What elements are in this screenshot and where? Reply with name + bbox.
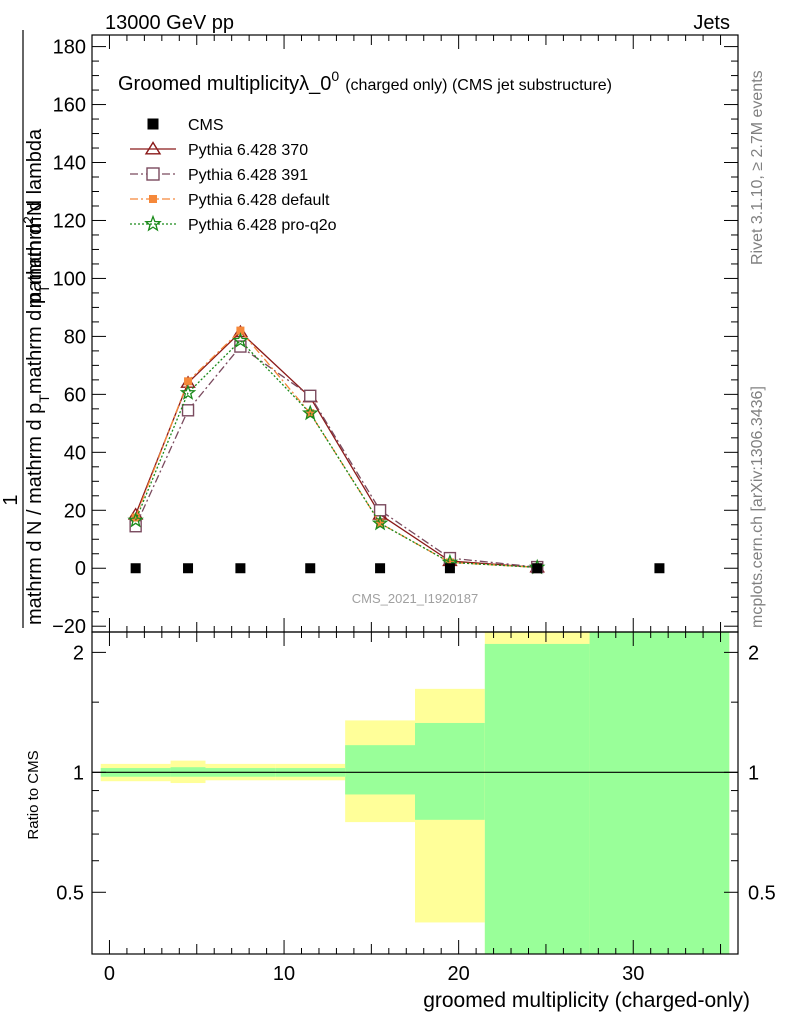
data-point bbox=[232, 332, 249, 348]
ratio-bands bbox=[92, 632, 738, 954]
x-tick-label: 20 bbox=[448, 963, 470, 985]
series-4 bbox=[127, 332, 546, 575]
legend-label: Pythia 6.428 pro-q2o bbox=[188, 217, 337, 234]
legend-entry-2: Pythia 6.428 391 bbox=[130, 167, 308, 184]
ratio-band-inner-7 bbox=[589, 632, 730, 954]
ratio-y-tick-label: 2 bbox=[73, 642, 84, 664]
data-point bbox=[236, 326, 245, 335]
data-point bbox=[301, 404, 319, 421]
legend-label: CMS bbox=[188, 117, 224, 134]
data-point bbox=[305, 563, 316, 574]
legend-entry-1: Pythia 6.428 370 bbox=[130, 141, 308, 159]
data-point bbox=[184, 377, 193, 386]
ratio-y-tick-label: 0.5 bbox=[56, 882, 84, 904]
legend-label: Pythia 6.428 370 bbox=[188, 142, 308, 159]
y-tick-label: 180 bbox=[53, 37, 86, 59]
ratio-band-inner-4 bbox=[345, 745, 415, 795]
data-point bbox=[183, 563, 194, 574]
ratio-y-tick-label: 1 bbox=[73, 762, 84, 784]
series-3 bbox=[131, 326, 542, 572]
header-right: Jets bbox=[693, 12, 730, 34]
watermark: CMS_2021_I1920187 bbox=[352, 591, 479, 606]
data-point bbox=[376, 519, 385, 528]
series-layer bbox=[127, 324, 665, 575]
legend-label: Pythia 6.428 default bbox=[188, 192, 330, 209]
ratio-band-inner-5 bbox=[415, 722, 485, 820]
data-point bbox=[179, 384, 197, 400]
chart-title: Groomed multiplicityλ_00(charged only) (… bbox=[118, 68, 612, 95]
legend-label: Pythia 6.428 391 bbox=[188, 167, 308, 184]
data-point bbox=[131, 513, 140, 522]
y-tick-label: 20 bbox=[64, 500, 86, 522]
y-tick-label: 60 bbox=[64, 384, 86, 406]
x-axis-label: groomed multiplicity (charged-only) bbox=[423, 989, 750, 1012]
ylabel-fraction-top: mathrm d2N bbox=[20, 202, 46, 309]
rivet-label: Rivet 3.1.10, ≥ 2.7M events bbox=[749, 70, 766, 265]
legend-entry-0: CMS bbox=[147, 117, 224, 134]
ratio-band-inner-6 bbox=[484, 643, 590, 954]
legend: CMS Pythia 6.428 370 Pythia 6.428 391 Pythi… bbox=[130, 117, 337, 234]
y-tick-label: 120 bbox=[53, 210, 86, 232]
y-tick-label: 40 bbox=[64, 442, 86, 464]
legend-marker bbox=[149, 195, 157, 203]
data-point bbox=[375, 563, 386, 574]
data-point bbox=[445, 558, 454, 567]
main-axes: −20 0 20 40 60 80 100 120 140 160 180 bbox=[52, 35, 738, 638]
series-1 bbox=[127, 324, 545, 573]
data-point bbox=[127, 511, 144, 528]
y-tick-label: 0 bbox=[75, 558, 86, 580]
y-tick-label: 160 bbox=[53, 95, 86, 117]
series-2 bbox=[129, 340, 544, 574]
ratio-y-tick-label-right: 1 bbox=[748, 762, 759, 784]
series-line-1 bbox=[134, 331, 538, 569]
y-tick-label: 80 bbox=[64, 326, 86, 348]
legend-marker bbox=[144, 141, 162, 155]
data-point bbox=[373, 504, 387, 517]
ylabel-one: 1 bbox=[0, 494, 22, 505]
ratio-y-tick-label-right: 2 bbox=[748, 642, 759, 664]
y-axis-label-main: 1 mathrm d2N mathrm d N / mathrm d pTmat… bbox=[0, 30, 52, 628]
x-tick-label: 0 bbox=[104, 963, 115, 985]
ratio-axes: 0 10 20 30 0.5 0.5 1 1 2 2 bbox=[56, 632, 776, 985]
data-point bbox=[304, 389, 317, 403]
x-tick-label: 30 bbox=[622, 963, 644, 985]
data-point bbox=[532, 563, 543, 574]
legend-marker bbox=[146, 167, 160, 181]
mcplots-label: mcplots.cern.ch [arXiv:1306.3436] bbox=[749, 386, 766, 628]
legend-marker bbox=[144, 214, 162, 232]
series-line-2 bbox=[135, 345, 538, 568]
y-tick-label: −20 bbox=[52, 616, 86, 638]
data-point bbox=[181, 404, 195, 417]
ratio-panel-frame bbox=[91, 631, 739, 955]
series-0 bbox=[130, 563, 665, 574]
ratio-y-tick-label-right: 0.5 bbox=[748, 882, 776, 904]
y-tick-label: 100 bbox=[53, 268, 86, 290]
legend-entry-3: Pythia 6.428 default bbox=[130, 192, 330, 209]
legend-marker bbox=[147, 118, 159, 130]
ratio-ylabel: Ratio to CMS bbox=[25, 750, 42, 839]
data-point bbox=[371, 514, 389, 531]
data-point bbox=[130, 563, 141, 574]
data-point bbox=[654, 563, 665, 574]
series-line-4 bbox=[134, 339, 538, 569]
data-point bbox=[235, 563, 246, 574]
x-tick-label: 10 bbox=[273, 963, 295, 985]
ylabel-fraction-bottom: mathrm d N / mathrm d pTmathrm d pTmathr… bbox=[24, 128, 52, 625]
y-tick-label: 140 bbox=[53, 153, 86, 175]
series-line-3 bbox=[134, 329, 538, 569]
header-left: 13000 GeV pp bbox=[105, 12, 234, 34]
data-point bbox=[444, 563, 455, 574]
legend-entry-4: Pythia 6.428 pro-q2o bbox=[130, 214, 337, 234]
